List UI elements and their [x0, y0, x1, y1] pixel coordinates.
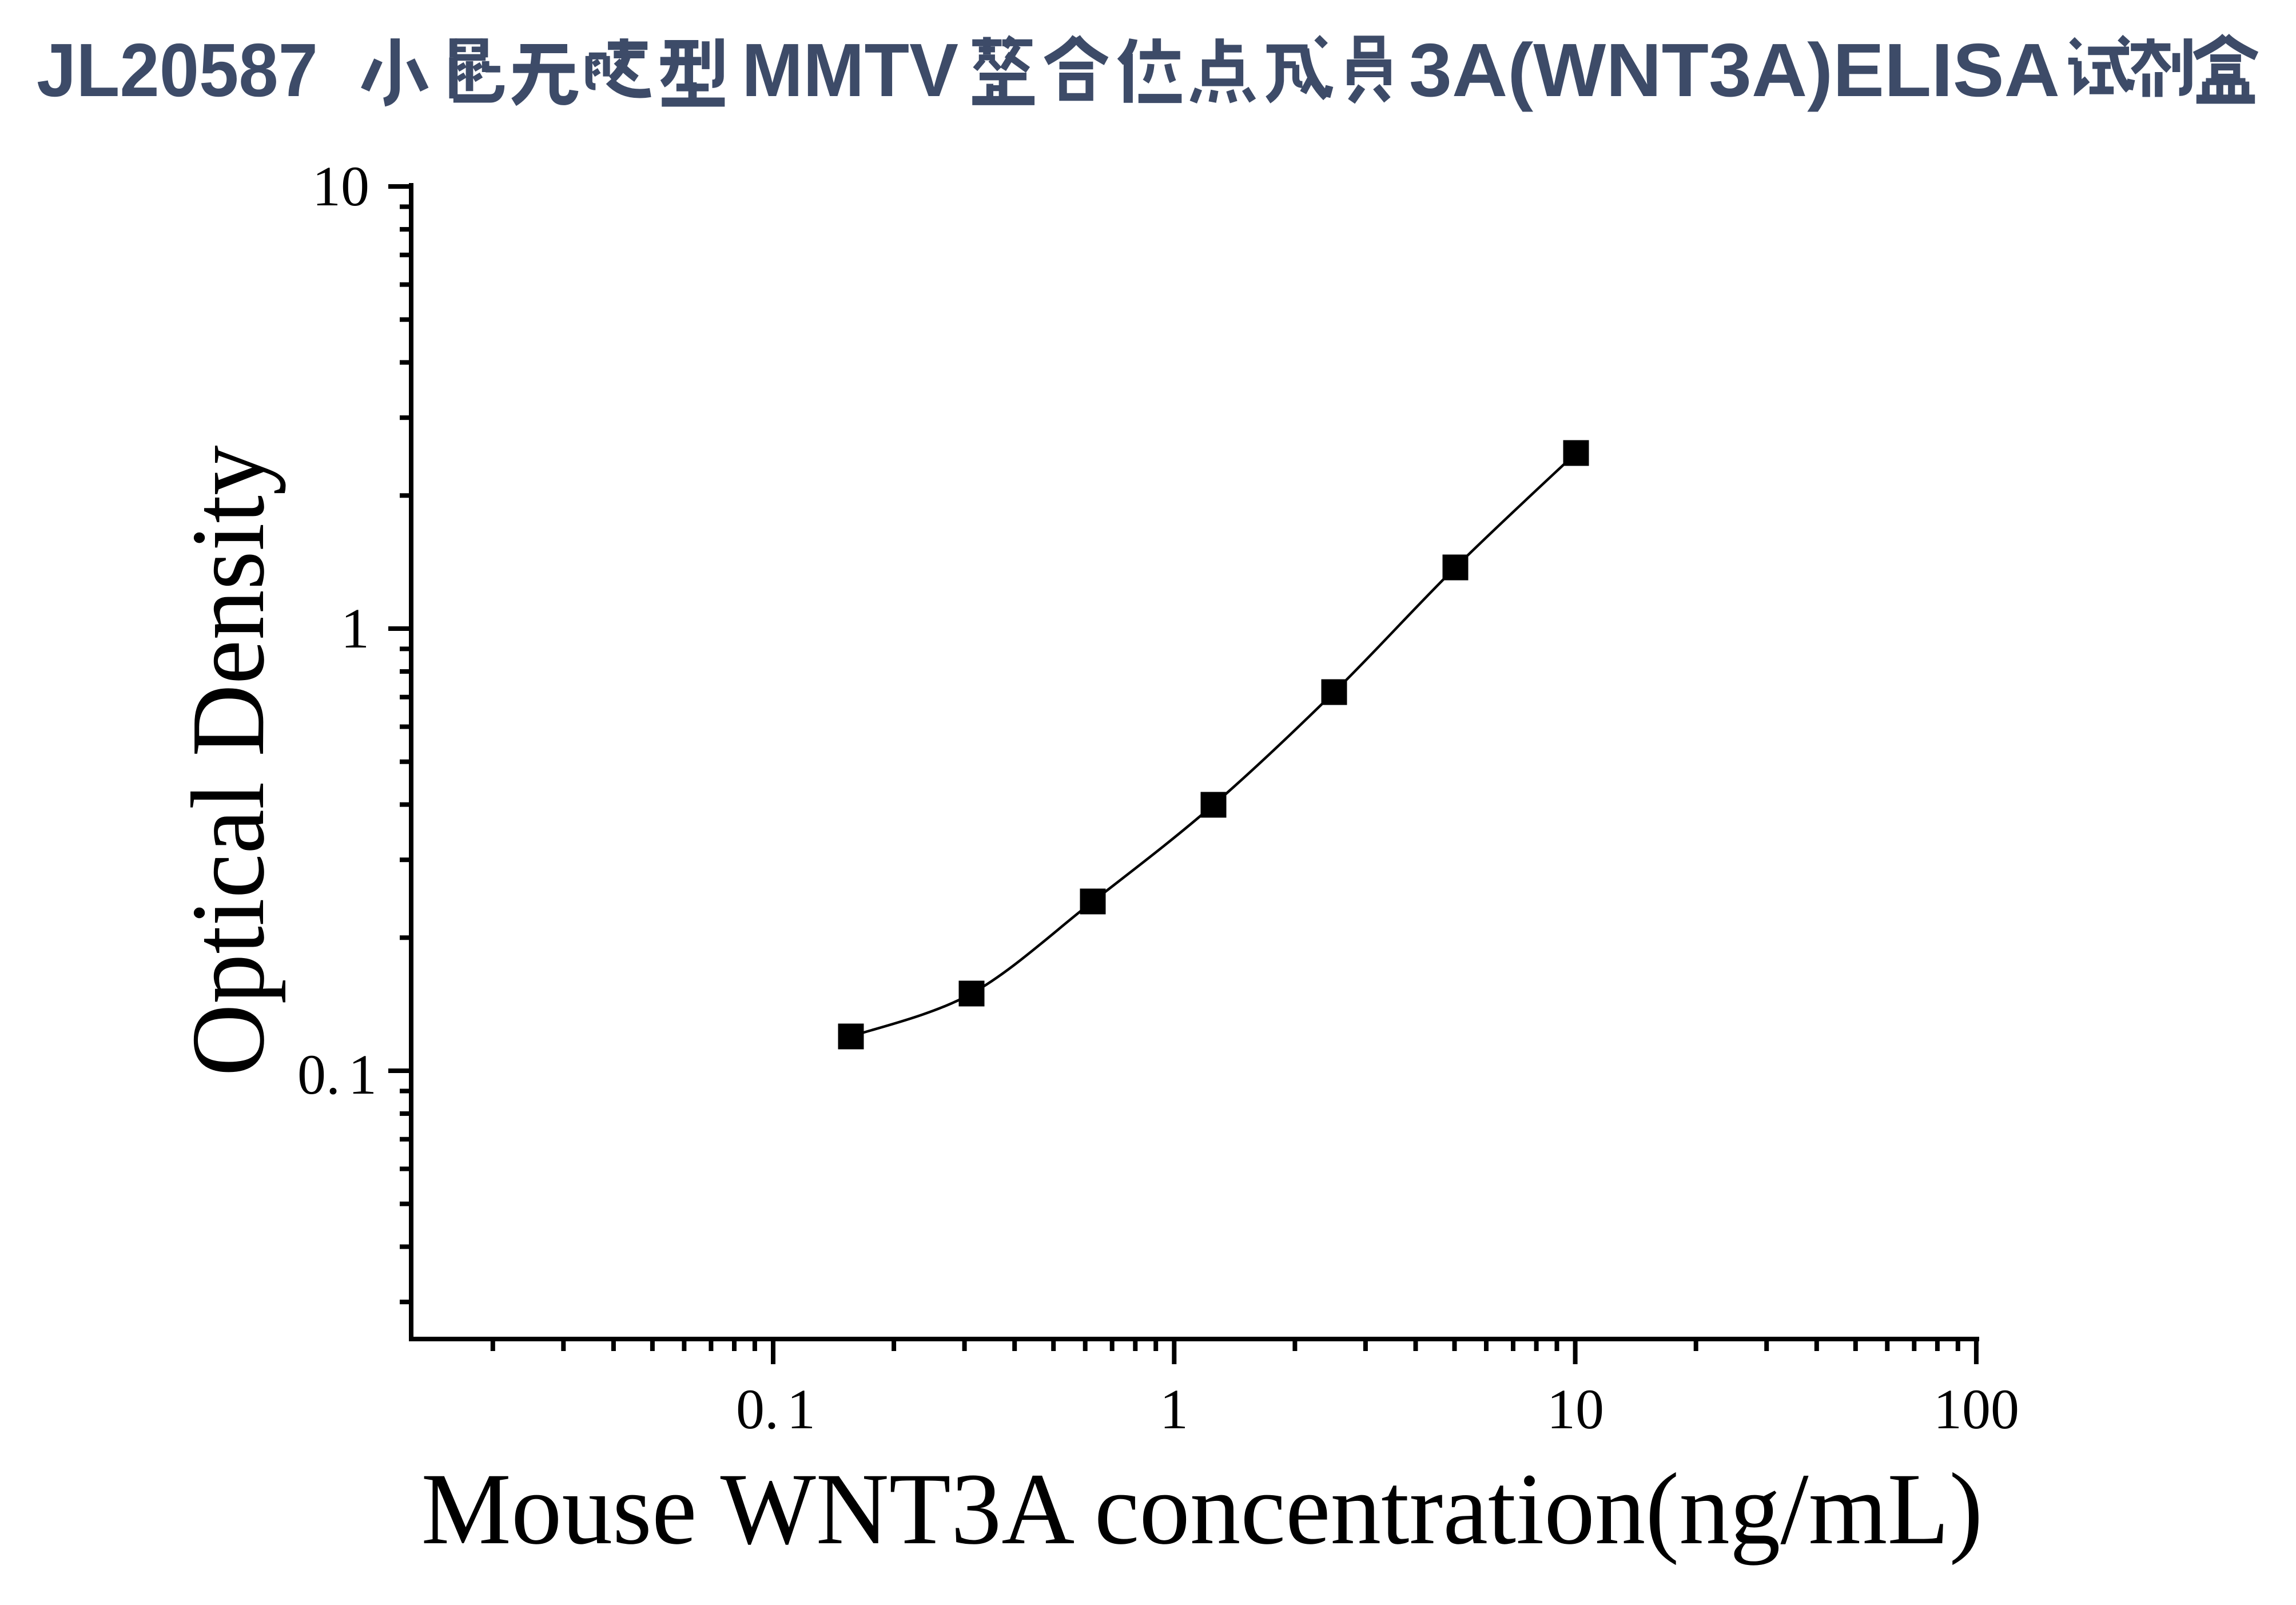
svg-text:10: 10	[1547, 1377, 1604, 1441]
svg-text:Mouse WNT3A concentration(ng/m: Mouse WNT3A concentration(ng/mL)	[421, 1452, 1983, 1566]
svg-text:MMTV: MMTV	[742, 28, 958, 112]
svg-text:1: 1	[1160, 1377, 1188, 1441]
svg-text:Optical Density: Optical Density	[170, 446, 286, 1076]
svg-text:0.1: 0. 1	[297, 1043, 377, 1106]
svg-text:JL20587: JL20587	[37, 28, 318, 112]
svg-text:3A(WNT3A)ELISA: 3A(WNT3A)ELISA	[1409, 28, 2060, 112]
svg-text:10: 10	[312, 154, 369, 218]
svg-text:1: 1	[341, 597, 369, 660]
svg-text:0.1: 0. 1	[736, 1377, 815, 1441]
svg-text:100: 100	[1933, 1377, 2019, 1441]
